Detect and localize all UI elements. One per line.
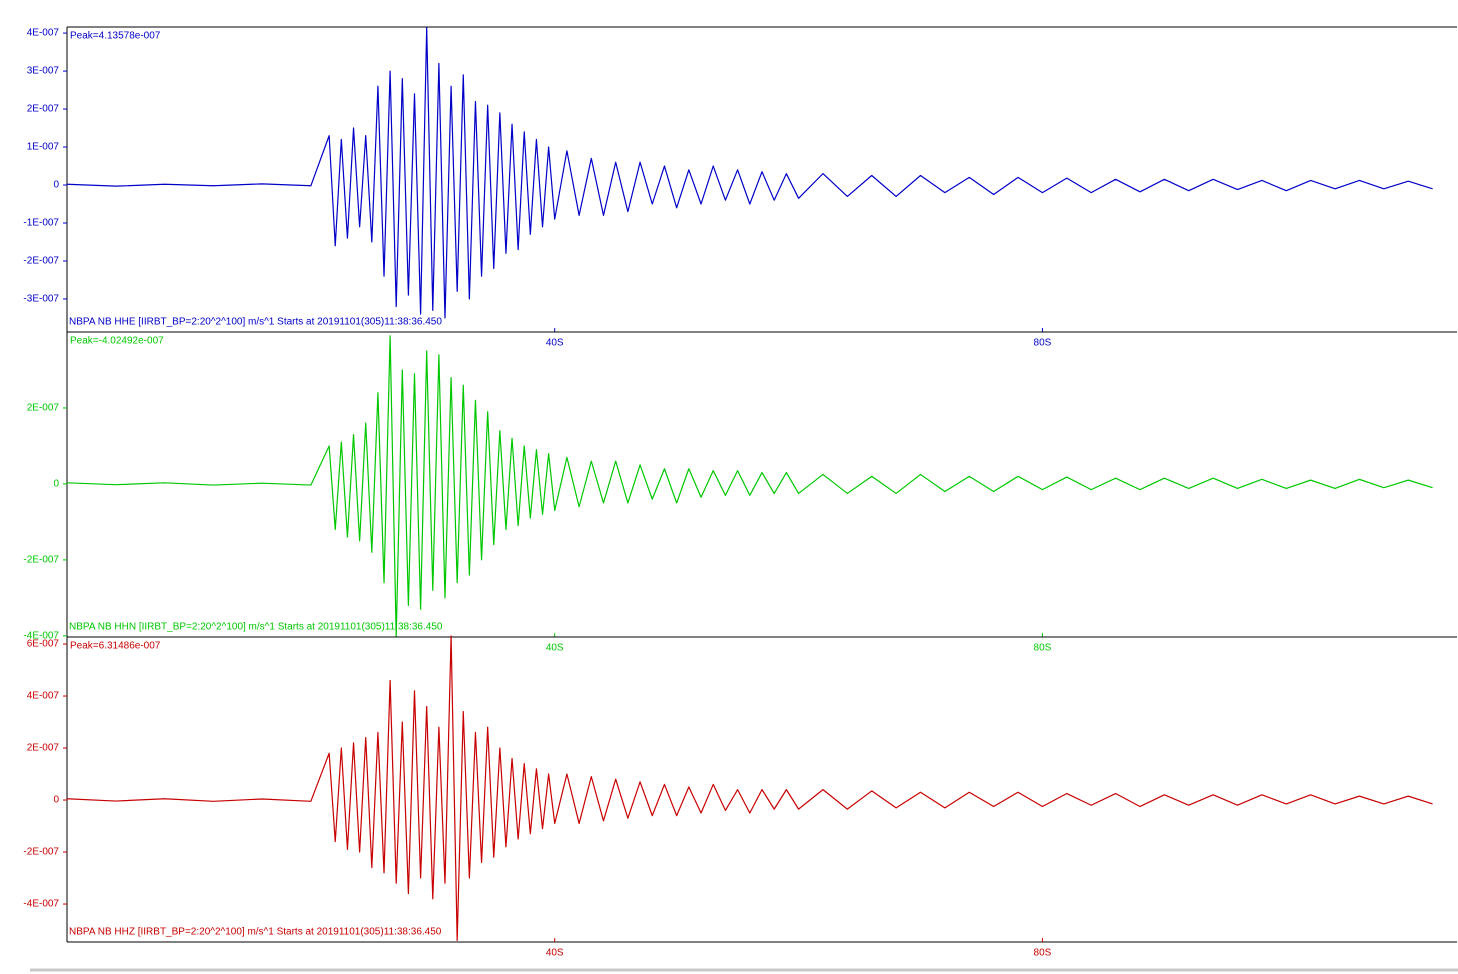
y-tick-label: 0: [53, 479, 59, 490]
y-tick-label: -2E-007: [23, 256, 59, 267]
channel-caption: NBPA NB HHZ [IIRBT_BP=2:20^2^100] m/s^1 …: [69, 927, 442, 938]
y-tick-label: 2E-007: [27, 104, 60, 115]
channel-caption: NBPA NB HHN [IIRBT_BP=2:20^2^100] m/s^1 …: [69, 622, 443, 633]
y-tick-label: -4E-007: [23, 631, 59, 642]
x-tick-label: 80S: [1034, 948, 1052, 959]
y-tick-label: 1E-007: [27, 142, 60, 153]
y-tick-label: 2E-007: [27, 743, 60, 754]
y-tick-label: 4E-007: [27, 691, 60, 702]
y-tick-label: 0: [53, 180, 59, 191]
y-tick-label: 6E-007: [27, 639, 60, 650]
peak-label: Peak=-4.02492e-007: [70, 336, 164, 347]
waveform: [66, 635, 1433, 942]
y-tick-label: 0: [53, 795, 59, 806]
y-tick-label: -4E-007: [23, 899, 59, 910]
y-tick-label: -1E-007: [23, 218, 59, 229]
waveform: [66, 335, 1433, 638]
y-tick-label: -2E-007: [23, 847, 59, 858]
y-tick-label: 3E-007: [27, 66, 60, 77]
channel-caption: NBPA NB HHE [IIRBT_BP=2:20^2^100] m/s^1 …: [69, 317, 442, 328]
x-tick-label: 40S: [546, 643, 564, 654]
y-tick-label: 4E-007: [27, 28, 60, 39]
x-tick-label: 80S: [1034, 643, 1052, 654]
x-tick-label: 40S: [546, 948, 564, 959]
y-tick-label: -3E-007: [23, 294, 59, 305]
y-tick-label: 2E-007: [27, 403, 60, 414]
waveform: [66, 27, 1433, 319]
peak-label: Peak=6.31486e-007: [70, 641, 161, 652]
x-tick-label: 40S: [546, 338, 564, 349]
x-tick-label: 80S: [1034, 338, 1052, 349]
peak-label: Peak=4.13578e-007: [70, 31, 161, 42]
y-tick-label: -2E-007: [23, 555, 59, 566]
